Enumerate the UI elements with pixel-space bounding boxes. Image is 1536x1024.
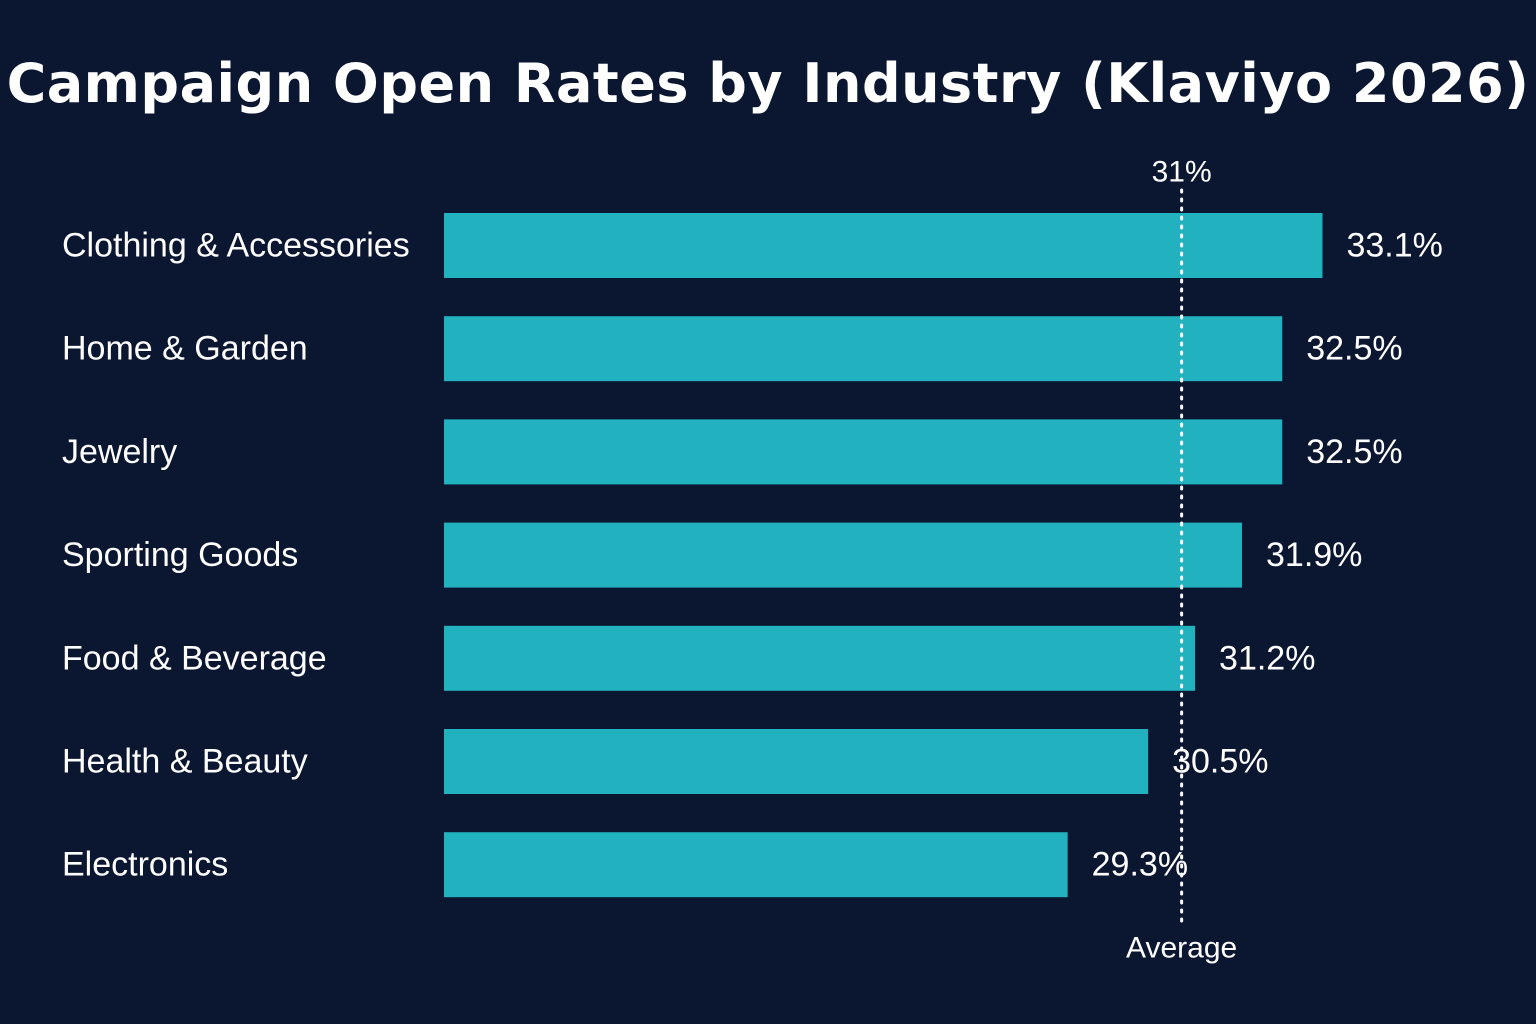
chart-title: Campaign Open Rates by Industry (Klaviyo…: [6, 52, 1530, 115]
value-label: 29.3%: [1092, 846, 1188, 884]
category-label: Sporting Goods: [62, 536, 298, 574]
value-label: 31.2%: [1219, 639, 1315, 677]
bar: [444, 522, 1242, 588]
bar: [444, 419, 1283, 485]
value-label: 32.5%: [1306, 330, 1402, 368]
value-label: 31.9%: [1266, 536, 1362, 574]
category-label: Jewelry: [62, 433, 177, 471]
category-labels-group: Clothing & Accessories Home & Garden Jewel…: [62, 227, 410, 884]
bar: [444, 832, 1068, 898]
value-label: 30.5%: [1172, 743, 1268, 781]
bar: [444, 729, 1149, 794]
category-label: Clothing & Accessories: [62, 227, 410, 265]
category-label: Health & Beauty: [62, 743, 308, 781]
value-label: 32.5%: [1306, 433, 1402, 471]
bars-group: [444, 213, 1323, 898]
value-label: 33.1%: [1346, 227, 1442, 265]
bar: [444, 625, 1196, 691]
bar: [444, 213, 1323, 278]
average-value-label: 31%: [1152, 156, 1212, 189]
category-label: Electronics: [62, 846, 228, 884]
value-labels-group: 33.1% 32.5% 32.5% 31.9% 31.2% 30.5% 29.3%: [1092, 227, 1443, 884]
category-label: Home & Garden: [62, 330, 308, 368]
category-label: Food & Beverage: [62, 639, 327, 677]
average-caption-label: Average: [1126, 932, 1237, 965]
bar: [444, 316, 1283, 382]
